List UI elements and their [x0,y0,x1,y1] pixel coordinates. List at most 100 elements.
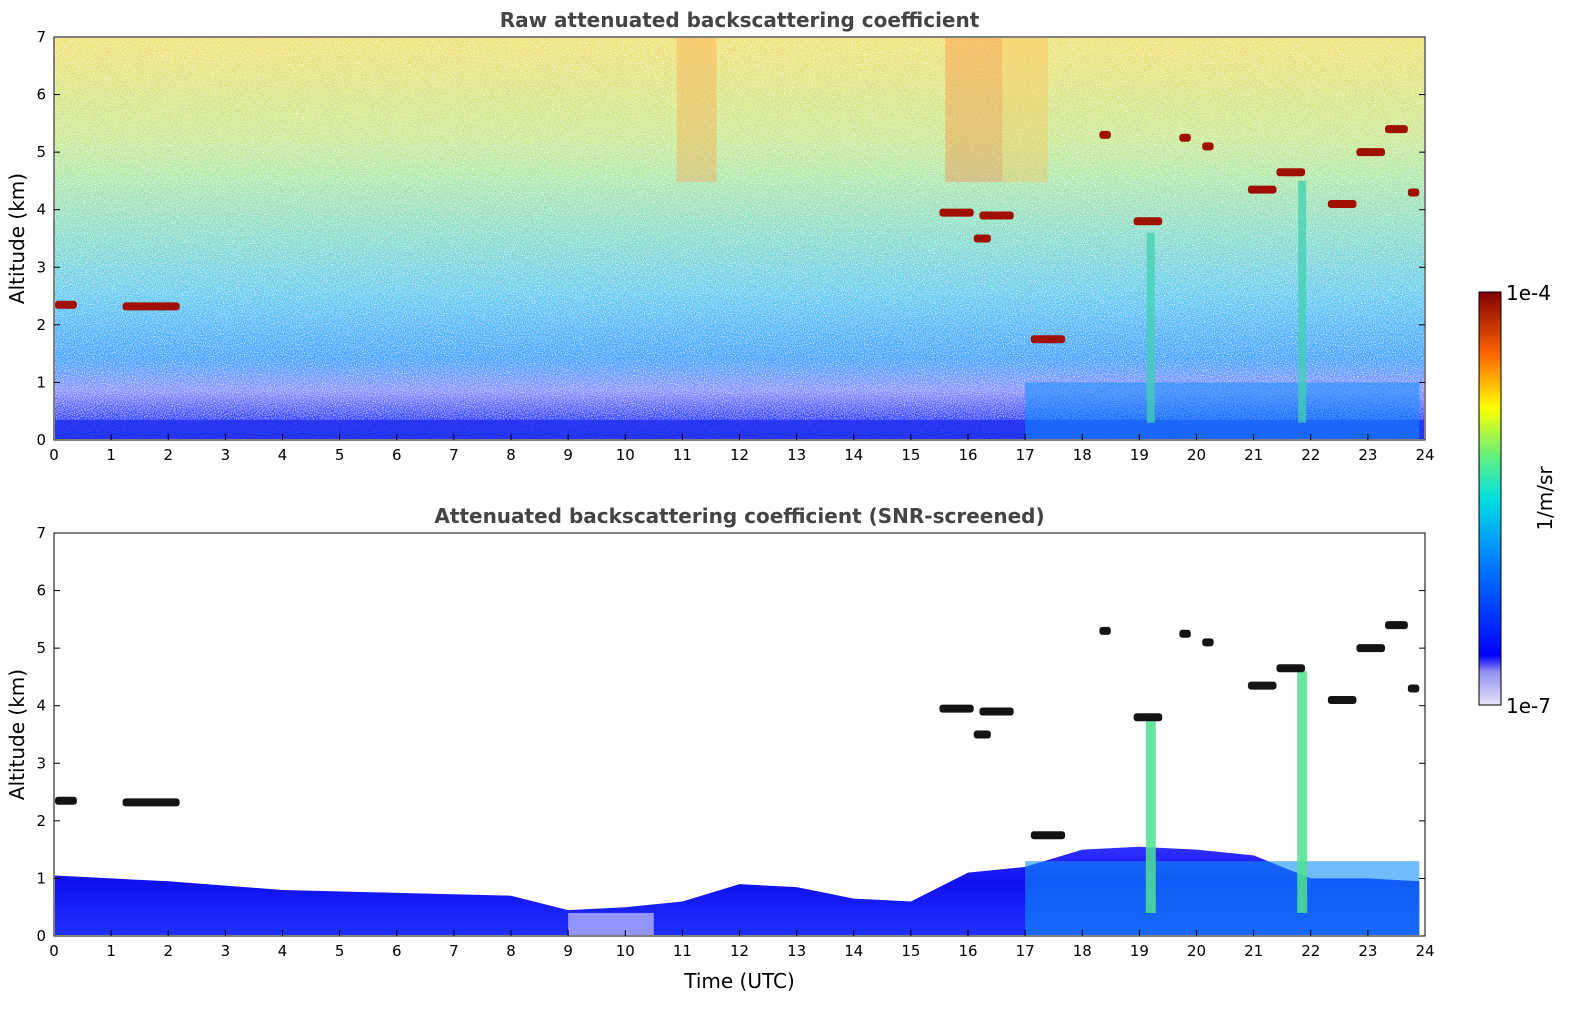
cloud-layer [1276,168,1306,177]
x-tick-label: 7 [449,942,459,960]
x-tick-label: 2 [163,942,173,960]
x-tick-label: 20 [1187,446,1206,464]
x-tick-label: 22 [1301,942,1320,960]
y-tick-label: 0 [36,431,46,449]
cloud-layer [122,798,180,807]
cloud-layer [55,796,77,805]
y-tick-label: 4 [36,201,46,219]
x-tick-label: 11 [673,942,692,960]
raw-warm-streak [676,38,717,182]
x-tick-label: 24 [1415,942,1434,960]
y-tick-label: 5 [36,143,46,161]
x-tick-label: 18 [1073,446,1092,464]
screened-cloud-layers [55,621,1420,840]
y-tick-label: 7 [36,524,46,542]
y-tick-label: 4 [36,697,46,715]
x-tick-label: 1 [106,942,116,960]
cloud-layer [1030,831,1066,840]
raw-noise-speckle [55,38,1424,439]
screened-panel-title: Attenuated backscattering coefficient (S… [434,504,1044,528]
x-tick-label: 10 [616,446,635,464]
x-tick-label: 12 [730,942,749,960]
x-tick-label: 24 [1415,446,1434,464]
x-tick-label: 17 [1016,942,1035,960]
raw-x-ticks: 0 1 2 3 4 5 6 7 8 9 10 11 12 13 14 15 16 17 18 19 20 21 22 23 24 [49,434,1435,464]
x-tick-label: 16 [958,446,977,464]
screened-heatmap-area [55,621,1420,935]
screened-weak-region [568,912,654,935]
raw-backscatter-panel: Raw attenuated backscattering coefficien… [5,8,1435,464]
cloud-layer [1356,644,1386,653]
x-tick-label: 9 [563,446,573,464]
raw-cloud-layers [55,125,1420,344]
screened-fall-streak [1145,717,1156,913]
x-tick-label: 3 [221,446,231,464]
y-tick-label: 1 [36,373,46,391]
y-tick-label: 2 [36,316,46,334]
x-tick-label: 15 [901,942,920,960]
screened-y-axis-label: Altitude (km) [5,669,29,800]
cloud-layer [1247,185,1277,194]
cloud-layer [1356,148,1386,157]
cloud-layer [1327,199,1357,208]
y-tick-label: 3 [36,258,46,276]
cloud-layer [1202,142,1214,151]
x-tick-label: 4 [278,942,288,960]
x-tick-label: 9 [563,942,573,960]
screened-backscatter-panel: Attenuated backscattering coefficient (S… [5,504,1435,993]
x-tick-label: 0 [49,942,59,960]
y-tick-label: 7 [36,28,46,46]
x-tick-label: 21 [1244,446,1263,464]
x-tick-label: 1 [106,446,116,464]
x-tick-label: 4 [278,446,288,464]
cloud-layer [1179,629,1191,638]
cloud-layer [55,300,77,309]
x-tick-label: 14 [844,942,863,960]
x-tick-label: 5 [335,942,345,960]
y-tick-label: 2 [36,812,46,830]
cloud-layer [1133,713,1163,722]
x-tick-label: 3 [221,942,231,960]
x-tick-label: 14 [844,446,863,464]
x-tick-label: 13 [787,942,806,960]
cloud-layer [1385,621,1408,630]
y-tick-label: 1 [36,869,46,887]
y-tick-label: 6 [36,86,46,104]
x-tick-label: 8 [506,942,516,960]
y-tick-label: 6 [36,582,46,600]
cloud-layer [1179,133,1191,142]
colorbar-max-label: 1e-4 [1506,281,1551,305]
cloud-layer [1385,125,1408,134]
raw-fall-streak [1298,180,1307,423]
x-tick-label: 5 [335,446,345,464]
raw-evening-aerosol [1025,382,1420,439]
x-tick-label: 15 [901,446,920,464]
cloud-layer [122,302,180,311]
cloud-layer [979,707,1014,716]
cloud-layer [1202,638,1214,647]
raw-y-ticks: 0 1 2 3 4 5 6 7 [36,28,1425,449]
cloud-layer [979,211,1014,220]
x-tick-label: 21 [1244,942,1263,960]
x-tick-label: 19 [1130,942,1149,960]
y-tick-label: 0 [36,927,46,945]
cloud-layer [1327,695,1357,704]
y-tick-label: 5 [36,639,46,657]
screened-y-ticks: 0 1 2 3 4 5 6 7 [36,524,1425,945]
cloud-layer [1133,217,1163,226]
colorbar-unit-label: 1/m/sr [1533,466,1557,531]
raw-panel-title: Raw attenuated backscattering coefficien… [500,8,980,32]
cloud-layer [973,234,991,243]
x-tick-label: 8 [506,446,516,464]
cloud-layer [1407,188,1420,197]
x-tick-label: 23 [1358,942,1377,960]
screened-evening-aerosol [1025,861,1420,935]
x-tick-label: 7 [449,446,459,464]
raw-fall-streak [1146,232,1155,423]
x-tick-label: 22 [1301,446,1320,464]
colorbar: 1e-4 1e-7 1/m/sr [1478,281,1557,718]
colorbar-min-label: 1e-7 [1506,694,1551,718]
x-tick-label: 2 [163,446,173,464]
cloud-layer [1099,130,1111,139]
